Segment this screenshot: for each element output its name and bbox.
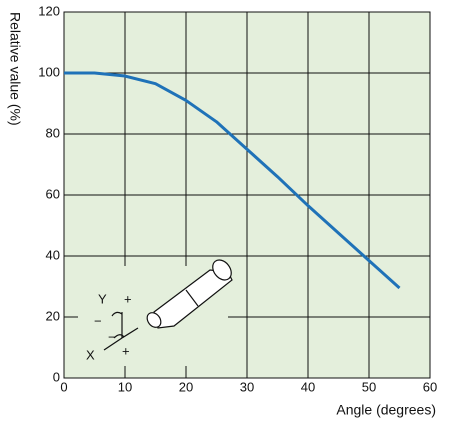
icon-label: +: [122, 343, 130, 358]
x-axis-label: Angle (degrees): [336, 402, 436, 418]
icon-label: +: [124, 291, 132, 306]
y-tick-label: 80: [46, 125, 60, 140]
x-tick-label: 50: [362, 379, 376, 394]
data-line: [64, 71, 401, 290]
x-tick-label: 10: [118, 379, 132, 394]
icon-label: −: [108, 329, 116, 344]
y-tick-label: 120: [38, 3, 60, 18]
y-tick-label: 0: [53, 369, 60, 384]
x-tick-label: 60: [423, 379, 437, 394]
x-tick-label: 20: [179, 379, 193, 394]
icon-label: X: [86, 347, 95, 362]
icon-label: −: [94, 313, 102, 328]
y-tick-label: 100: [38, 64, 60, 79]
x-tick-label: 30: [240, 379, 254, 394]
x-tick-label: 40: [301, 379, 315, 394]
x-tick-label: 0: [60, 379, 67, 394]
plot-frame: [63, 11, 431, 379]
sensor-icon: [103, 259, 233, 351]
icon-label: Y: [98, 291, 107, 306]
y-axis-label: Relative value (%): [7, 12, 23, 126]
y-tick-label: 40: [46, 247, 60, 262]
y-tick-label: 60: [46, 186, 60, 201]
y-tick-label: 20: [46, 308, 60, 323]
